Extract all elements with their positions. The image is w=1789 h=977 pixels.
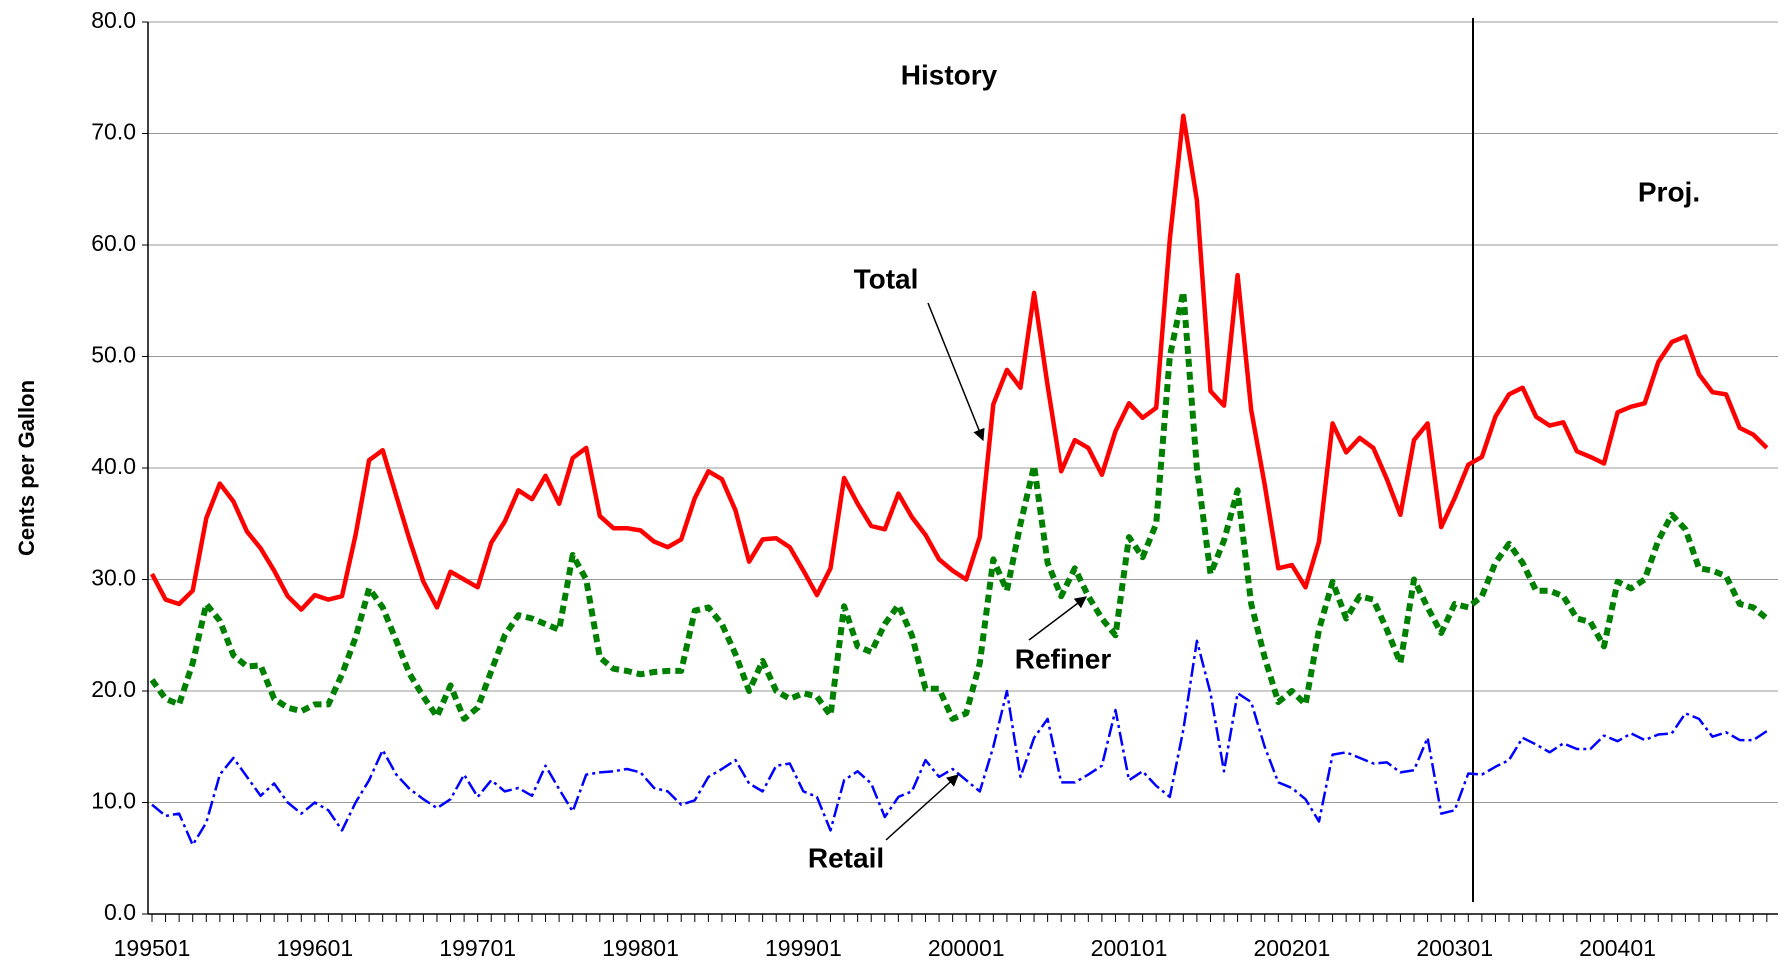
- x-tick-label: 199901: [765, 935, 842, 961]
- x-tick-label: 200301: [1416, 935, 1493, 961]
- annotation: Proj.: [1638, 176, 1700, 207]
- x-tick-label: 200001: [928, 935, 1005, 961]
- x-tick-label: 199801: [602, 935, 679, 961]
- x-tick-label: 200201: [1254, 935, 1331, 961]
- y-tick-label: 80.0: [91, 7, 136, 33]
- x-tick-label: 200101: [1091, 935, 1168, 961]
- x-tick-label: 199601: [276, 935, 353, 961]
- y-tick-label: 10.0: [91, 788, 136, 814]
- x-tick-label: 200401: [1579, 935, 1656, 961]
- series-line: [150, 113, 1769, 612]
- x-tick-label: 199501: [114, 935, 191, 961]
- label-arrow: [885, 774, 959, 841]
- y-tick-label: 50.0: [91, 342, 136, 368]
- series-label: Refiner: [1015, 643, 1112, 674]
- x-tick-label: 199701: [439, 935, 516, 961]
- y-tick-label: 40.0: [91, 453, 136, 479]
- annotation: History: [901, 59, 998, 90]
- y-tick-label: 0.0: [104, 899, 136, 925]
- y-tick-label: 20.0: [91, 676, 136, 702]
- label-arrow: [1028, 596, 1087, 641]
- y-tick-label: 70.0: [91, 119, 136, 145]
- label-arrow: [927, 302, 985, 442]
- y-axis-label: Cents per Gallon: [14, 380, 39, 556]
- series-label: Total: [854, 263, 919, 294]
- y-tick-label: 60.0: [91, 230, 136, 256]
- series-line: [149, 288, 1769, 722]
- y-tick-label: 30.0: [91, 565, 136, 591]
- series-label: Retail: [808, 842, 884, 873]
- series-line: [151, 639, 1768, 847]
